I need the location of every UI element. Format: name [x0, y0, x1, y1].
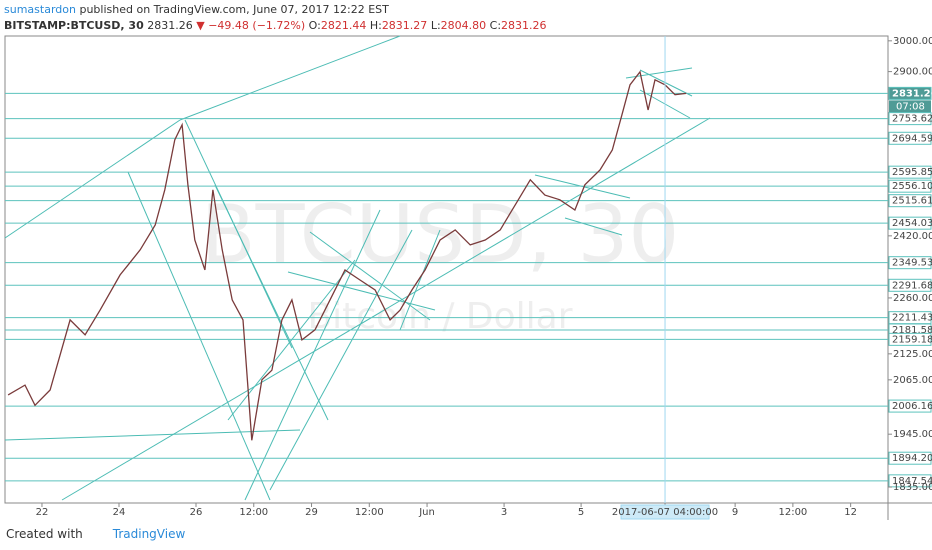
- last: 2831.26: [147, 19, 193, 32]
- x-tick-label: 2017-06-07 04:00:00: [612, 507, 718, 518]
- x-tick-label: 3: [501, 507, 507, 518]
- x-tick-label: 5: [578, 507, 584, 518]
- x-tick-label: Jun: [418, 507, 435, 518]
- level-label: 2181.58: [892, 325, 932, 336]
- level-label-box: [888, 278, 932, 292]
- open: 2821.44: [320, 19, 367, 32]
- level-label-box: [888, 451, 932, 465]
- publish-text: published on TradingView.com, June 07, 2…: [79, 3, 389, 16]
- level-label-box: [888, 399, 932, 413]
- trendlines: [4, 35, 711, 501]
- x-tick-label: 12:00: [239, 507, 268, 518]
- high-label: H:: [369, 19, 382, 32]
- x-tick-label: 12:00: [778, 507, 807, 518]
- y-tick-label: 1945.00: [893, 429, 932, 440]
- level-label: 2595.85: [892, 167, 932, 178]
- level-label: 2753.62: [892, 114, 932, 125]
- countdown: 07:08: [896, 101, 925, 112]
- level-label: 2454.03: [892, 218, 932, 229]
- level-label-box: [888, 179, 932, 193]
- x-tick-label: 12:00: [355, 507, 384, 518]
- x-tick-label: 24: [113, 507, 126, 518]
- plot-frame: [4, 35, 889, 504]
- level-label: 1847.54: [892, 476, 932, 487]
- level-label: 2515.61: [892, 196, 932, 207]
- x-tick-label: 12: [844, 507, 857, 518]
- close-label: C:: [489, 19, 502, 32]
- level-label-box: [888, 86, 932, 100]
- symbol: BITSTAMP:BTCUSD, 30: [4, 19, 144, 32]
- level-label: 2159.18: [892, 334, 932, 345]
- level-label: 2291.68: [892, 280, 932, 291]
- change: −49.48 (−1.72%): [208, 19, 306, 32]
- y-tick-label: 2420.00: [893, 231, 932, 242]
- level-label-box: [888, 216, 932, 230]
- quote-line: BITSTAMP:BTCUSD, 30 2831.26 ▼ −49.48 (−1…: [4, 19, 547, 32]
- x-tick-label: 26: [190, 507, 203, 518]
- level-label: 2006.16: [892, 401, 932, 412]
- x-tick-label: 29: [305, 507, 318, 518]
- header: sumastardon published on TradingView.com…: [0, 0, 932, 34]
- level-label: 2349.53: [892, 258, 932, 269]
- level-label-box: [888, 332, 932, 346]
- high: 2831.27: [381, 19, 428, 32]
- open-label: O:: [308, 19, 321, 32]
- y-tick-label: 2900.00: [893, 67, 932, 78]
- y-tick-label: 2065.00: [893, 375, 932, 386]
- tradingview-logo[interactable]: TradingView: [112, 527, 186, 541]
- level-label: 2831.26: [892, 88, 932, 99]
- level-label-box: [888, 256, 932, 270]
- change-arrow: ▼: [196, 19, 205, 32]
- level-label-box: [888, 131, 932, 145]
- y-tick-label: 1835.00: [893, 482, 932, 493]
- level-label-box: [888, 112, 932, 126]
- close: 2831.26: [501, 19, 547, 32]
- watermark-name: Bitcoin / Dollar: [307, 296, 572, 337]
- level-label: 1894.20: [892, 453, 932, 464]
- countdown-box: [889, 100, 931, 113]
- created-with: Created with: [6, 527, 83, 541]
- watermark-symbol: BTCUSD, 30: [201, 188, 680, 281]
- price-line: [7, 70, 687, 441]
- level-label: 2556.10: [892, 181, 932, 192]
- level-label: 2694.59: [892, 133, 932, 144]
- low-label: L:: [430, 19, 441, 32]
- level-label-box: [888, 165, 932, 179]
- x-tick-label: 22: [36, 507, 49, 518]
- x-tick-label: 9: [732, 507, 738, 518]
- publish-line: sumastardon published on TradingView.com…: [4, 3, 389, 16]
- y-tick-label: 2125.00: [893, 349, 932, 360]
- y-tick-label: 2260.00: [893, 293, 932, 304]
- level-label: 2211.43: [892, 313, 932, 324]
- author[interactable]: sumastardon: [4, 3, 76, 16]
- y-tick-label: 3000.00: [893, 36, 932, 47]
- footer: Created with TradingView: [6, 527, 185, 541]
- level-label-box: [888, 474, 932, 488]
- low: 2804.80: [440, 19, 487, 32]
- level-label-box: [888, 194, 932, 208]
- crosshair-box: [620, 504, 710, 520]
